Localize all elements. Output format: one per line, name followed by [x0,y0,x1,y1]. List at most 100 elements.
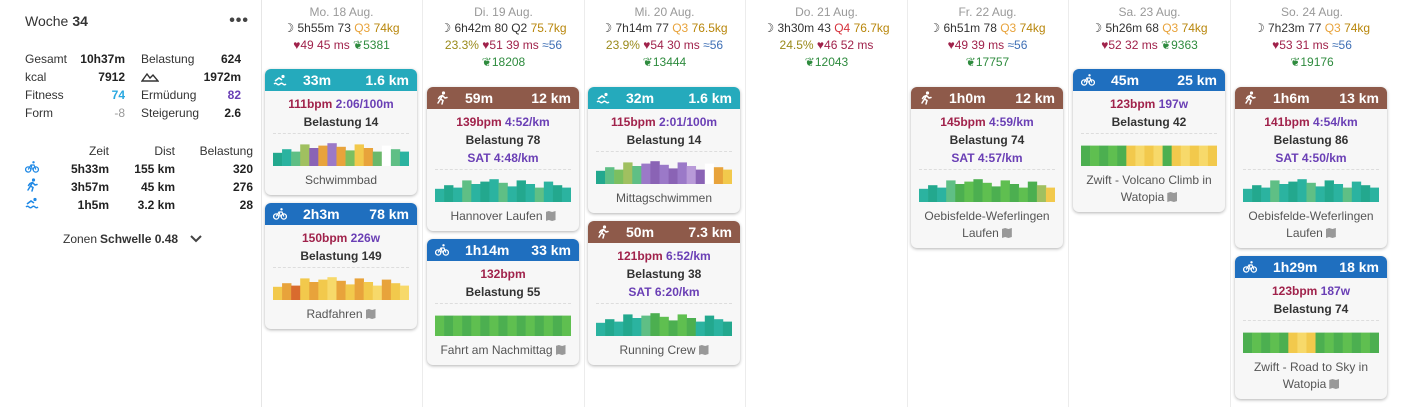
chart-bar [534,315,545,336]
activity-name-text: Radfahren [306,307,363,321]
chart-bar [480,181,490,202]
activity-body: 132bpm Belastung 55 Fahrt am Nachmittag [427,261,579,365]
zones-toggle[interactable]: Zonen Schwelle 0.48 [25,230,249,248]
activity-header: 1h6m 13 km [1235,87,1387,109]
activity-body: 123bpm 187w Belastung 74 Zwift - Road to S… [1235,278,1387,399]
day-column: Do. 21 Aug. ☽ 3h30m 43 Q4 76.7kg 24.5% ♥46… [746,0,908,407]
sleep-time: 7h14m [615,21,653,35]
activity-duration: 59m [465,90,494,106]
chart-bar [1090,145,1100,166]
activity-sat: SAT 4:57/km [951,151,1023,165]
swim-icon [273,73,287,87]
activity-hr: 115bpm [610,115,656,129]
activity-load: Belastung 38 [626,267,702,281]
stat-gap [125,68,141,86]
activity-pace: 197w [1158,97,1189,111]
activity-body: 121bpm 6:52/km Belastung 38 SAT 6:20/km Run… [588,243,740,365]
sleep-quality: Q3 [1000,21,1017,35]
chart-bar [318,279,328,300]
chart-bar [345,284,355,300]
activity-card[interactable]: 33m 1.6 km 111bpm 2:06/100m Belastung 14 Sch… [265,69,417,195]
activity-duration: 1h0m [949,90,986,106]
stat-value: 82 [227,88,241,102]
chart-bar [1000,180,1010,202]
activity-card[interactable]: 45m 25 km 123bpm 197w Belastung 42 Zwift - V… [1073,69,1225,212]
stat-label: Fitness [25,88,64,102]
chart-bar [964,181,974,202]
activity-card[interactable]: 1h6m 13 km 141bpm 4:54/km Belastung 86 SAT 4… [1235,87,1387,248]
stat-label: Belastung [141,52,195,66]
chart-bar [605,167,615,184]
activity-header: 1h29m 18 km [1235,256,1387,278]
map-icon [1325,228,1336,238]
activity-body: 123bpm 197w Belastung 42 Zwift - Volcano C… [1073,91,1225,212]
activity-hr: 145bpm [940,115,986,129]
weight: 74kg [1344,21,1371,35]
sleep-time: 7h23m [1267,21,1305,35]
activity-card[interactable]: 2h3m 78 km 150bpm 226w Belastung 149 Radfahr… [265,203,417,329]
steps-icon: ❦ [1161,38,1172,52]
sport-time: 5h33m [70,162,109,176]
activity-zone-chart [1243,179,1379,202]
steps-value: 17757 [975,55,1010,69]
chart-bar [650,161,660,184]
activity-duration: 2h3m [303,206,340,222]
chart-bar [1144,145,1154,166]
chart-bar [552,315,563,336]
activity-card[interactable]: 1h14m 33 km 132bpm Belastung 55 Fahrt am Nac… [427,239,579,365]
day-column: Sa. 23 Aug. ☽ 5h26m 68 Q3 74kg ♥52 32 ms ❦… [1069,0,1231,407]
activity-name-text: Fahrt am Nachmittag [440,343,553,357]
chart-bar [1270,180,1280,202]
chart-bar [507,315,517,336]
sport-dist: 155 km [134,162,175,176]
moon-icon: ☽ [929,21,944,35]
more-menu-icon[interactable]: ••• [229,12,249,29]
divider [1243,169,1379,170]
chart-bar [1306,332,1316,353]
chart-bar [632,318,642,336]
chart-bar [641,163,651,184]
activity-card[interactable]: 50m 7.3 km 121bpm 6:52/km Belastung 38 SAT 6… [588,221,740,365]
chart-bar [1360,332,1371,353]
chart-bar [444,185,454,202]
sleep-score: 77 [655,21,669,35]
steps-icon: ❦ [965,55,976,69]
chevron-down-icon[interactable] [190,235,202,243]
activity-pace: 4:59/km [989,115,1034,129]
chart-bar [1036,185,1047,202]
sleep-quality: Q4 [834,21,851,35]
chart-bar [300,278,310,300]
activity-name: Running Crew [588,336,740,365]
chart-bar [1108,145,1118,166]
activity-header: 59m 12 km [427,87,579,109]
steps-line: ❦19176 [1231,54,1393,71]
activity-card[interactable]: 1h29m 18 km 123bpm 187w Belastung 74 Zwift -… [1235,256,1387,399]
activity-hr-pace: 141bpm 4:54/km [1235,114,1387,131]
hrv-value: 52 ms [840,38,874,52]
activity-name-text: Mittagschwimmen [615,191,713,205]
heart-icon: ♥ [947,38,955,52]
activity-body: 115bpm 2:01/100m Belastung 14 Mittagschwim… [588,109,740,213]
heart-icon: ♥ [816,38,825,52]
steps-value: 18208 [491,55,526,69]
sport-icon-cell [25,160,45,178]
divider [435,303,571,304]
activity-card[interactable]: 1h0m 12 km 145bpm 4:59/km Belastung 74 SAT 4… [911,87,1063,248]
activity-hr-pace: 121bpm 6:52/km [588,248,740,265]
activity-card[interactable]: 32m 1.6 km 115bpm 2:01/100m Belastung 14 Mit… [588,87,740,213]
activity-header: 32m 1.6 km [588,87,740,109]
chart-bar [596,170,606,184]
steps-line: ❦17757 [907,54,1068,71]
chart-bar [345,150,355,166]
chart-bar [704,163,715,184]
resting-hr: 51 [489,38,503,52]
activity-body: 139bpm 4:52/km Belastung 78 SAT 4:48/km Han… [427,109,579,231]
activity-name: Oebisfelde-Weferlingen Laufen [911,202,1063,248]
activity-hr-pace: 123bpm 197w [1073,96,1225,113]
week-summary: Woche 34 ••• Gesamt 10h37m Belastung 624 kcal… [0,0,262,407]
sleep-quality: Q2 [511,21,528,35]
water-value: 56 [548,38,563,52]
activity-card[interactable]: 59m 12 km 139bpm 4:52/km Belastung 78 SAT 4:… [427,87,579,231]
chart-bar [1279,184,1289,202]
stat-label: Ermüdung [141,88,197,102]
